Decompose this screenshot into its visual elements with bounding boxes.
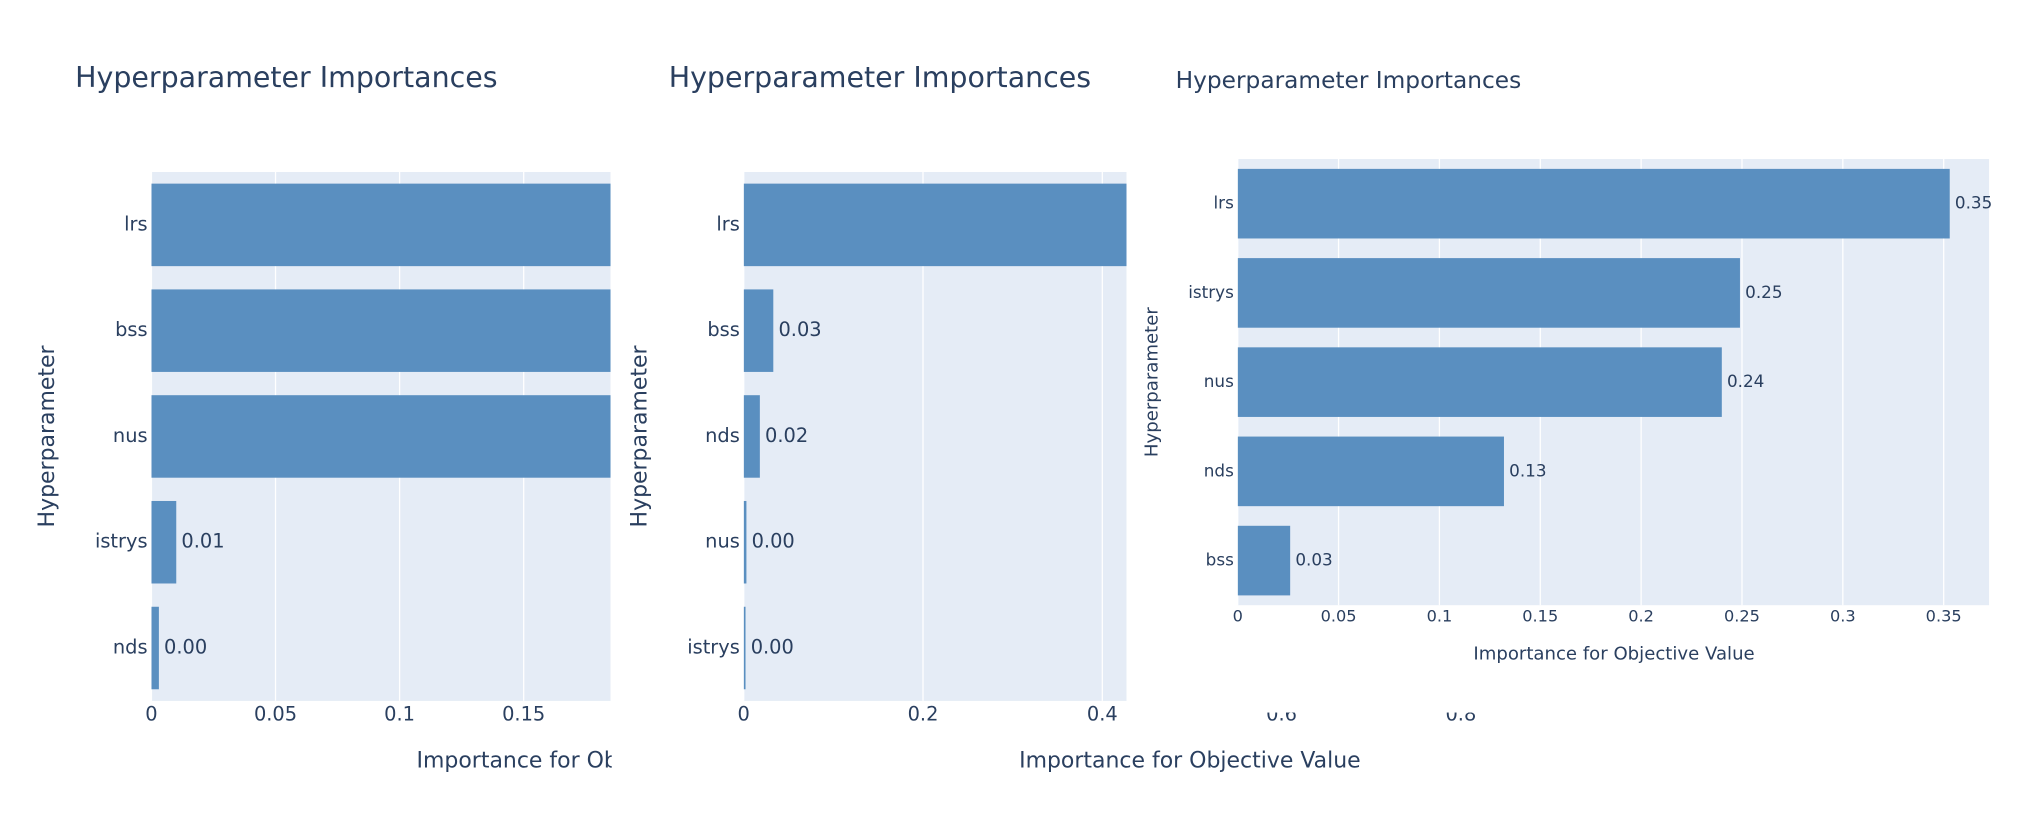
category-label: nds xyxy=(113,636,148,659)
bar xyxy=(743,183,1127,267)
bar xyxy=(1237,436,1504,507)
y-axis-title: Hyperparameter xyxy=(35,344,60,527)
value-label: 0.03 xyxy=(1295,550,1332,570)
x-tick-label: 0 xyxy=(145,703,157,726)
bar xyxy=(1237,525,1291,596)
y-axis-title: Hyperparameter xyxy=(627,344,652,527)
bar xyxy=(151,395,611,478)
value-label: 0.00 xyxy=(752,530,795,553)
chart-title: Hyperparameter Importances xyxy=(669,61,1091,94)
bar xyxy=(743,395,760,478)
bars xyxy=(743,183,1127,690)
category-label: nus xyxy=(705,530,740,553)
value-label: 0.25 xyxy=(1745,282,1782,302)
bar xyxy=(151,183,611,267)
x-tick-label: 0.35 xyxy=(1926,606,1962,625)
bar xyxy=(1237,258,1740,328)
bar xyxy=(743,500,747,584)
x-tick-label: 0 xyxy=(738,703,750,726)
x-tick-label: 0.25 xyxy=(1724,606,1760,625)
bar xyxy=(743,289,774,372)
y-axis-title: Hyperparameter xyxy=(1141,307,1162,457)
category-label: lrs xyxy=(124,212,147,235)
category-label: lrs xyxy=(1214,193,1234,213)
bars xyxy=(1237,168,1950,596)
x-tick-label: 0.15 xyxy=(1522,606,1558,625)
x-tick-label: 0.4 xyxy=(1087,703,1118,726)
value-label: 0.03 xyxy=(778,318,821,341)
value-label: 0.01 xyxy=(181,530,224,553)
x-tick-label: 0.3 xyxy=(1830,606,1856,625)
category-label: istrys xyxy=(95,530,148,553)
category-label: lrs xyxy=(716,212,739,235)
x-tick-label: 0.2 xyxy=(908,703,939,726)
bar xyxy=(151,500,177,584)
bar xyxy=(743,606,746,690)
x-tick-label: 0.05 xyxy=(254,703,297,726)
category-label: nus xyxy=(1204,371,1234,391)
category-label: istrys xyxy=(1188,282,1234,302)
x-tick-label: 0.05 xyxy=(1321,606,1357,625)
bar xyxy=(151,606,159,690)
category-label: bss xyxy=(115,318,148,341)
x-tick-label: 0.2 xyxy=(1628,606,1654,625)
category-label: nus xyxy=(113,424,148,447)
x-axis-title: Importance for Objective Value xyxy=(417,749,759,774)
bar xyxy=(151,289,611,372)
category-label: istrys xyxy=(687,636,740,659)
chart-title: Hyperparameter Importances xyxy=(75,61,497,94)
category-label: bss xyxy=(707,318,739,341)
x-tick-label: 0.15 xyxy=(502,703,545,726)
bars xyxy=(151,183,611,690)
x-tick-label: 0.1 xyxy=(1427,606,1453,625)
category-label: nds xyxy=(705,424,740,447)
category-label: nds xyxy=(1204,460,1234,480)
value-label: 0.00 xyxy=(751,636,794,659)
x-axis-title: Importance for Objective Value xyxy=(1019,749,1361,774)
chart: 0 0.05 0.1 0.15 lrs bss nus istrys 0.01 nds 0.00 Hy… xyxy=(34,60,759,774)
value-label: 0.13 xyxy=(1509,460,1546,480)
x-tick-label: 0 xyxy=(1233,606,1243,625)
bar xyxy=(1237,168,1950,239)
chart: 0 0.05 0.1 0.15 0.2 0.25 0.3 0.35 lrs 0.35 istrys 0… xyxy=(1138,0,2028,713)
category-label: bss xyxy=(1206,550,1234,570)
value-label: 0.24 xyxy=(1727,371,1764,391)
chart-title: Hyperparameter Importances xyxy=(1176,67,1522,94)
x-axis-title: Importance for Objective Value xyxy=(1473,643,1754,664)
value-label: 0.00 xyxy=(164,636,207,659)
x-tick-label: 0.1 xyxy=(384,703,415,726)
value-label: 0.35 xyxy=(1955,193,1992,213)
bar xyxy=(1237,347,1722,417)
value-label: 0.02 xyxy=(765,424,808,447)
